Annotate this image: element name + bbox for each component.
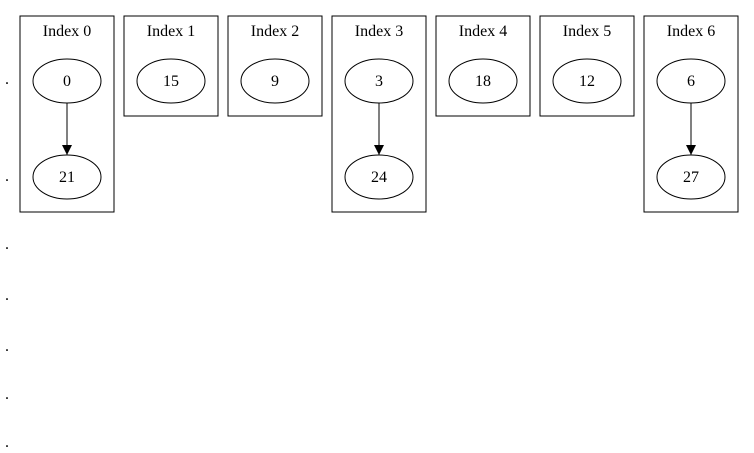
left-markers: ....... [5,71,9,451]
key-node [240,58,310,104]
row-marker: . [5,287,9,304]
bucket-box [643,15,739,213]
bucket-0: Index 0 0 21 [19,15,115,213]
bucket-4: Index 4 18 [435,15,531,117]
key-node-label: 0 [63,73,71,90]
bucket-box [227,15,323,117]
bucket-1: Index 1 15 [123,15,219,117]
bucket-box [19,15,115,213]
bucket-label: Index 3 [355,23,403,40]
key-node-label: 6 [687,73,695,90]
key-node [136,58,206,104]
key-node-label: 9 [271,73,279,90]
bucket-box [123,15,219,117]
key-node-label: 12 [579,73,595,90]
key-node-label: 15 [163,73,179,90]
bucket-label: Index 0 [43,23,91,40]
key-node-label: 27 [683,169,699,186]
bucket-label: Index 6 [667,23,715,40]
bucket-3: Index 3 3 24 [331,15,427,213]
key-node [552,58,622,104]
bucket-label: Index 4 [459,23,507,40]
row-marker: . [5,71,9,88]
key-node-label: 18 [475,73,491,90]
bucket-6: Index 6 6 27 [643,15,739,213]
bucket-label: Index 5 [563,23,611,40]
bucket-5: Index 5 12 [539,15,635,117]
row-marker: . [5,386,9,403]
row-marker: . [5,236,9,253]
key-node-label: 24 [371,169,387,186]
key-node [448,58,518,104]
row-marker: . [5,434,9,451]
bucket-label: Index 2 [251,23,299,40]
bucket-2: Index 2 9 [227,15,323,117]
key-node-label: 3 [375,73,383,90]
bucket-box [539,15,635,117]
bucket-label: Index 1 [147,23,195,40]
bucket-box [435,15,531,117]
bucket-box [331,15,427,213]
row-marker: . [5,168,9,185]
key-node-label: 21 [59,169,75,186]
row-marker: . [5,338,9,355]
